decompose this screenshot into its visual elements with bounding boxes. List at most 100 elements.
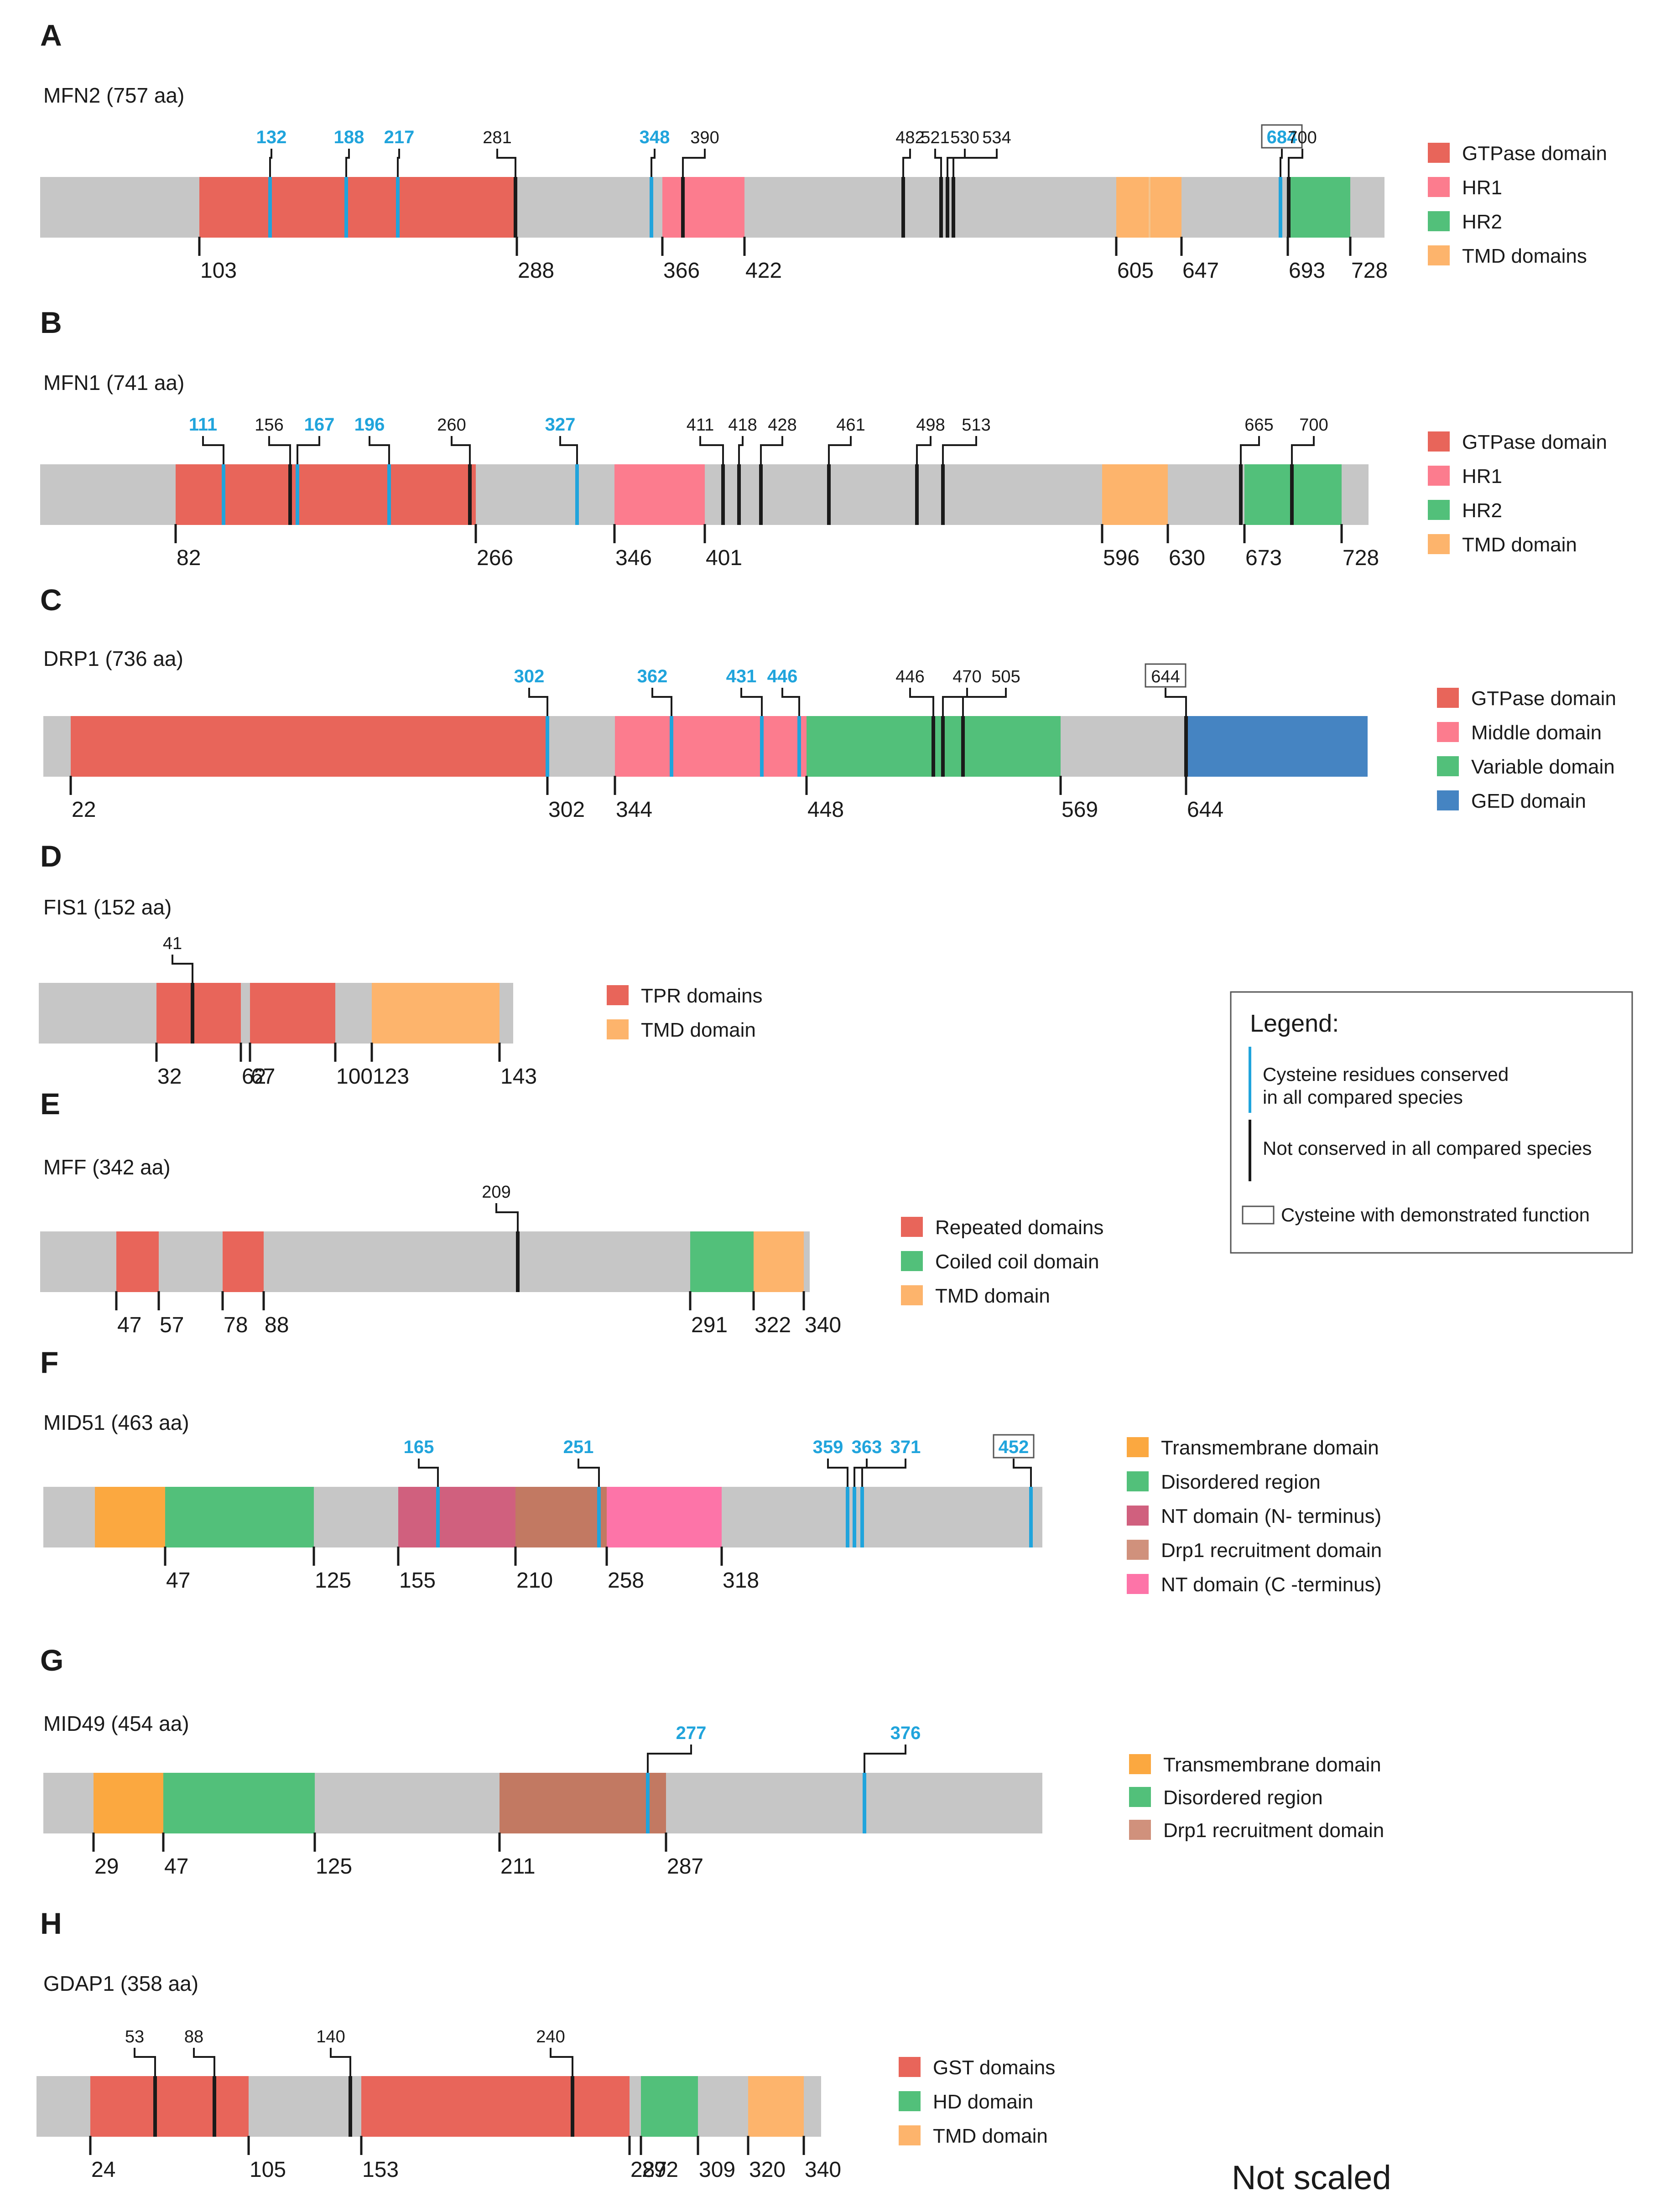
boundary-label: 292: [642, 2158, 678, 2182]
boundary-label: 309: [699, 2158, 735, 2182]
cysteine-bracket: [418, 1459, 439, 1487]
cysteine-label: 167: [304, 415, 335, 435]
boundary-label: 605: [1117, 259, 1154, 283]
cysteine-label: 302: [514, 666, 545, 686]
panel-letter: A: [40, 18, 62, 52]
cysteine-label: 240: [536, 2027, 565, 2046]
cysteine-bracket: [738, 436, 744, 464]
function-key-box: [1242, 1205, 1275, 1225]
cysteine-label: 665: [1244, 415, 1273, 435]
legend-label: HR1: [1462, 465, 1502, 488]
panel-letter: C: [40, 583, 62, 617]
boundary-label: 47: [117, 1313, 141, 1337]
legend-swatch: [1129, 1820, 1151, 1840]
protein-title: DRP1 (736 aa): [43, 647, 183, 670]
cysteine-label: 534: [982, 128, 1011, 147]
cysteine-bracket: [909, 688, 934, 716]
cysteine-label: 41: [163, 934, 182, 953]
boundary-label: 693: [1289, 259, 1325, 283]
function-key-label: Cysteine with demonstrated function: [1281, 1204, 1590, 1225]
legend-swatch: [1127, 1506, 1149, 1526]
legend-label: Drp1 recruitment domain: [1161, 1539, 1382, 1562]
boundary-label: 125: [315, 1568, 351, 1593]
cysteine-label: 505: [991, 667, 1020, 686]
legend-label: TMD domains: [1462, 245, 1587, 267]
legend-swatch: [1428, 466, 1450, 486]
cysteine-bracket: [528, 688, 548, 716]
cysteine-bracket: [902, 149, 911, 177]
cysteine-bracket: [202, 436, 224, 464]
legend-swatch: [1428, 534, 1450, 554]
boundary-label: 344: [616, 798, 652, 822]
legend-label: HD domain: [933, 2091, 1033, 2113]
domain-block: [372, 983, 500, 1044]
cysteine-label: 390: [690, 128, 719, 147]
cysteine-bracket: [1280, 149, 1283, 177]
protein-title: FIS1 (152 aa): [43, 895, 172, 919]
cysteine-bracket: [451, 436, 471, 464]
boundary-label: 67: [251, 1064, 275, 1089]
cysteine-bracket: [952, 149, 998, 177]
legend-label: GST domains: [933, 2056, 1055, 2079]
domain-block: [250, 983, 335, 1044]
legend-swatch: [1428, 245, 1450, 265]
legend-label: GTPase domain: [1462, 431, 1607, 453]
cysteine-bracket: [172, 955, 193, 983]
boundary-label: 155: [399, 1568, 436, 1593]
domain-block: [398, 1487, 515, 1547]
legend-label: GTPase domain: [1471, 687, 1616, 710]
cysteine-label: 260: [437, 415, 466, 435]
cysteine-bracket: [651, 149, 656, 177]
cysteine-label: 376: [890, 1723, 921, 1743]
boundary-label: 318: [723, 1568, 759, 1593]
domain-block: [515, 1487, 607, 1547]
legend-swatch: [1127, 1471, 1149, 1491]
protein-title: MFF (342 aa): [43, 1155, 171, 1179]
cysteine-bracket: [550, 2048, 573, 2076]
panel-f: F MID51 (463 aa) 47 125 155 210 258 318 165 251 35…: [40, 1345, 1382, 1596]
cysteine-bracket: [699, 436, 724, 464]
legend-label: Coiled coil domain: [935, 1251, 1099, 1273]
domain-block: [641, 2076, 698, 2137]
domain-block: [1102, 464, 1168, 525]
domain-block: [1288, 177, 1350, 238]
domain-block: [690, 1231, 754, 1292]
cysteine-bracket: [268, 436, 291, 464]
boundary-label: 644: [1187, 798, 1223, 822]
legend-label: Middle domain: [1471, 722, 1602, 744]
boundary-label: 103: [200, 259, 237, 283]
not-conserved-key-label: Not conserved in all compared species: [1263, 1137, 1592, 1159]
panel-letter: G: [40, 1643, 63, 1677]
panel-a: A MFN2 (757 aa) 103 288 366 422 605 647 693 728 13…: [40, 18, 1607, 283]
cysteine-label: 362: [637, 666, 668, 686]
cysteine-label: 363: [852, 1437, 882, 1457]
boundary-label: 288: [518, 259, 554, 283]
boundary-label: 340: [805, 1313, 841, 1337]
boundary-label: 287: [667, 1854, 703, 1879]
legend-label: TPR domains: [641, 985, 763, 1007]
boundary-label: 266: [477, 546, 513, 570]
panel-letter: B: [40, 306, 62, 339]
cysteine-bracket: [934, 149, 942, 177]
conserved-key-label: in all compared species: [1263, 1086, 1463, 1108]
cysteine-bracket: [397, 149, 400, 177]
boundary-label: 29: [94, 1854, 119, 1879]
legend-label: Repeated domains: [935, 1216, 1103, 1239]
boundary-label: 211: [500, 1854, 536, 1879]
boundary-label: 448: [807, 798, 844, 822]
domain-block: [615, 716, 807, 777]
cysteine-label: 53: [125, 2027, 144, 2046]
panel-letter: H: [40, 1906, 62, 1940]
legend-swatch: [1127, 1437, 1149, 1457]
boundary-label: 401: [706, 546, 742, 570]
cysteine-bracket: [559, 436, 578, 464]
protein-title: MID49 (454 aa): [43, 1712, 189, 1735]
domain-block: [176, 464, 476, 525]
cysteine-bracket: [740, 688, 763, 716]
cysteine-label: 277: [676, 1723, 707, 1743]
cysteine-label: 470: [952, 667, 981, 686]
cysteine-label: 521: [921, 128, 949, 147]
cysteine-bracket: [962, 688, 1007, 716]
legend-swatch: [899, 2091, 921, 2111]
